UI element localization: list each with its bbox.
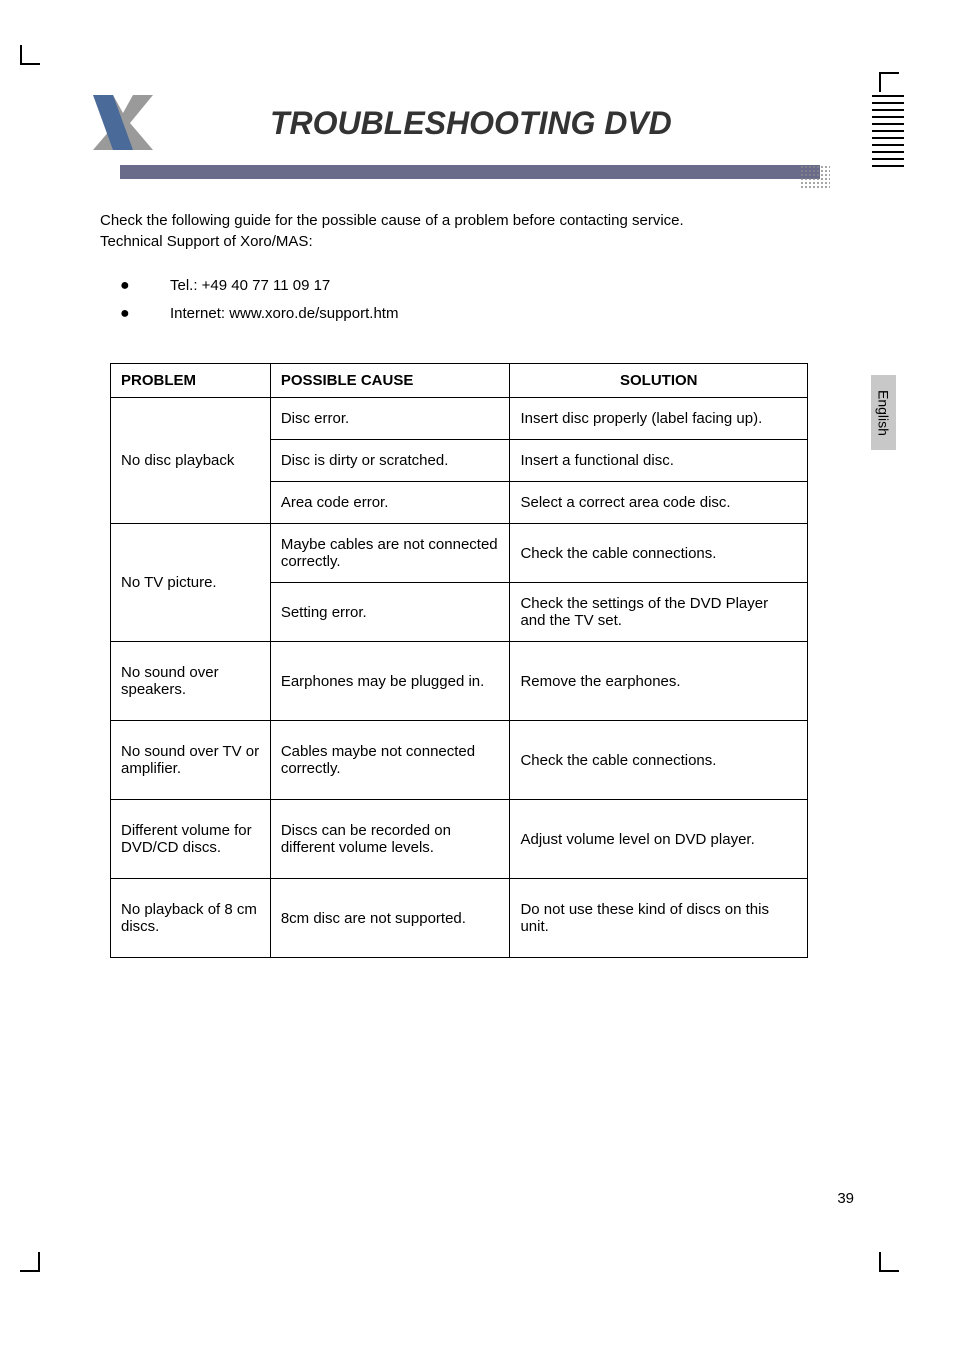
page-number: 39 [837,1190,854,1207]
bullet-text: Internet: www.xoro.de/support.htm [170,305,398,323]
header-bar [120,165,820,179]
table-cell-problem: No TV picture. [111,524,271,642]
table-cell-problem: No sound over speakers. [111,642,271,721]
crop-mark-bottom-right [879,1252,899,1272]
table-row: No TV picture. Maybe cables are not conn… [111,524,808,583]
table-cell-problem: Different volume for DVD/CD discs. [111,800,271,879]
table-cell-problem: No sound over TV or amplifier. [111,721,271,800]
bullet-list: ● Tel.: +49 40 77 11 09 17 ● Internet: w… [120,277,820,323]
page-title: TROUBLESHOOTING DVD [270,105,672,142]
table-cell-cause: Earphones may be plugged in. [270,642,510,721]
crop-mark-bottom-left [20,1252,40,1272]
table-cell-solution: Check the cable connections. [510,524,808,583]
table-cell-solution: Insert disc properly (label facing up). [510,398,808,440]
table-cell-cause: Setting error. [270,583,510,642]
table-cell-solution: Select a correct area code disc. [510,482,808,524]
table-header-cause: POSSIBLE CAUSE [270,364,510,398]
side-lines-decoration [872,95,904,167]
crop-mark-top-right [879,72,899,92]
intro-line-2: Technical Support of Xoro/MAS: [100,231,820,252]
table-row: No sound over TV or amplifier. Cables ma… [111,721,808,800]
table-cell-cause: Discs can be recorded on different volum… [270,800,510,879]
table-cell-cause: 8cm disc are not supported. [270,879,510,958]
table-cell-solution: Check the cable connections. [510,721,808,800]
table-cell-solution: Insert a functional disc. [510,440,808,482]
brand-logo-icon [88,85,158,155]
content-area: Check the following guide for the possib… [100,210,820,958]
table-cell-problem: No playback of 8 cm discs. [111,879,271,958]
table-cell-solution: Check the settings of the DVD Player and… [510,583,808,642]
table-cell-solution: Do not use these kind of discs on this u… [510,879,808,958]
bullet-item: ● Internet: www.xoro.de/support.htm [120,305,820,323]
bullet-dot-icon: ● [120,277,170,295]
table-cell-cause: Disc error. [270,398,510,440]
table-row: No playback of 8 cm discs. 8cm disc are … [111,879,808,958]
table-body: No disc playback Disc error. Insert disc… [111,398,808,958]
language-tab: English [871,375,896,450]
table-cell-solution: Adjust volume level on DVD player. [510,800,808,879]
table-cell-cause: Area code error. [270,482,510,524]
table-cell-cause: Maybe cables are not connected correctly… [270,524,510,583]
language-tab-label: English [876,390,892,436]
table-cell-cause: Cables maybe not connected correctly. [270,721,510,800]
table-cell-cause: Disc is dirty or scratched. [270,440,510,482]
intro-line-1: Check the following guide for the possib… [100,210,820,231]
bullet-dot-icon: ● [120,305,170,323]
header-dots-decoration [800,165,830,190]
table-cell-solution: Remove the earphones. [510,642,808,721]
troubleshooting-table: PROBLEM POSSIBLE CAUSE SOLUTION No disc … [110,363,808,958]
table-header-problem: PROBLEM [111,364,271,398]
table-header-solution: SOLUTION [510,364,808,398]
table-row: No sound over speakers. Earphones may be… [111,642,808,721]
intro-text: Check the following guide for the possib… [100,210,820,252]
crop-mark-top-left [20,45,40,65]
bullet-item: ● Tel.: +49 40 77 11 09 17 [120,277,820,295]
table-row: No disc playback Disc error. Insert disc… [111,398,808,440]
table-header-row: PROBLEM POSSIBLE CAUSE SOLUTION [111,364,808,398]
table-cell-problem: No disc playback [111,398,271,524]
table-row: Different volume for DVD/CD discs. Discs… [111,800,808,879]
bullet-text: Tel.: +49 40 77 11 09 17 [170,277,330,295]
